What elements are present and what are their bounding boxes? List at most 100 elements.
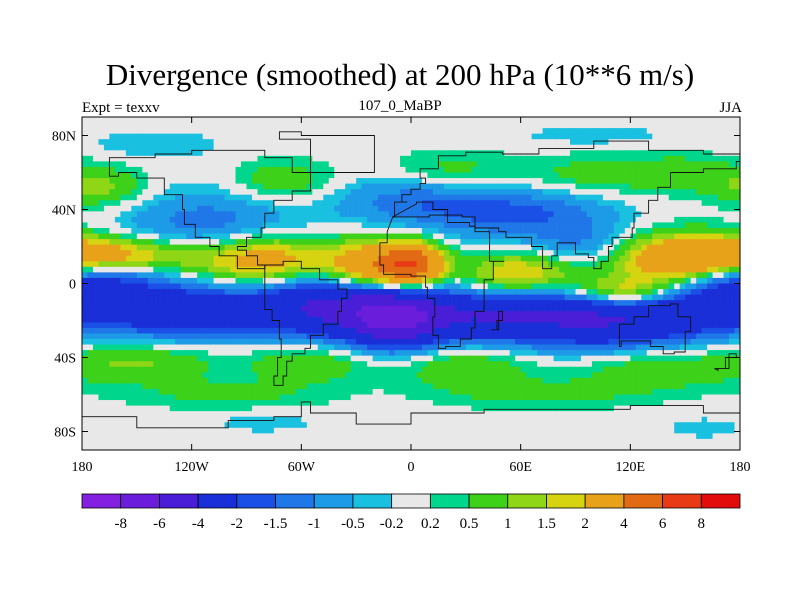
field-cell — [421, 272, 429, 279]
field-cell — [400, 155, 407, 162]
field-cell — [679, 128, 686, 135]
field-cell — [367, 122, 374, 129]
field-cell — [186, 183, 193, 190]
field-cell — [723, 228, 730, 235]
field-cell — [191, 266, 198, 273]
field-cell — [591, 150, 599, 157]
field-cell — [712, 327, 719, 335]
field-cell — [405, 289, 412, 296]
field-cell — [646, 161, 653, 168]
field-cell — [559, 150, 566, 157]
field-cell — [103, 255, 111, 262]
field-cell — [421, 233, 429, 240]
field-cell — [679, 266, 686, 273]
field-cell — [602, 255, 609, 262]
field-cell — [498, 194, 505, 201]
field-cell — [169, 150, 176, 157]
field-cell — [114, 144, 121, 151]
field-cell — [334, 117, 341, 124]
field-cell — [350, 294, 357, 301]
field-cell — [191, 289, 198, 296]
field-cell — [690, 322, 697, 329]
field-cell — [120, 239, 127, 246]
field-cell — [147, 150, 154, 157]
field-cell — [257, 261, 264, 268]
field-cell — [339, 194, 346, 201]
field-cell — [421, 327, 429, 335]
field-cell — [257, 289, 264, 296]
field-cell — [372, 250, 379, 257]
field-cell — [646, 150, 653, 157]
field-cell — [98, 305, 105, 312]
field-cell — [652, 316, 659, 323]
field-cell — [443, 222, 450, 229]
field-cell — [712, 261, 719, 268]
field-cell — [674, 339, 681, 346]
field-cell — [257, 222, 264, 229]
field-cell — [235, 333, 242, 340]
field-cell — [186, 266, 193, 273]
field-cell — [158, 211, 165, 218]
field-cell — [251, 189, 259, 196]
field-cell — [142, 327, 149, 335]
field-cell — [520, 150, 527, 157]
field-cell — [339, 133, 346, 140]
field-cell — [515, 144, 522, 151]
field-cell — [570, 228, 577, 235]
field-cell — [186, 305, 193, 312]
field-cell — [306, 250, 313, 257]
field-cell — [191, 322, 198, 329]
field-cell — [257, 239, 264, 246]
field-cell — [317, 289, 324, 296]
field-cell — [570, 272, 577, 279]
field-cell — [701, 289, 708, 296]
field-cell — [619, 133, 626, 140]
field-cell — [169, 322, 176, 329]
field-cell — [718, 294, 725, 301]
field-cell — [712, 222, 719, 229]
field-cell — [707, 283, 714, 290]
field-cell — [208, 322, 215, 329]
field-cell — [120, 189, 127, 196]
field-cell — [580, 272, 588, 279]
field-cell — [279, 327, 286, 335]
field-cell — [476, 133, 483, 140]
field-cell — [635, 300, 642, 307]
field-cell — [575, 305, 582, 312]
field-cell — [317, 161, 324, 168]
field-cell — [230, 211, 237, 218]
field-cell — [394, 339, 401, 346]
field-cell — [602, 222, 609, 229]
field-cell — [290, 289, 297, 296]
field-cell — [498, 228, 505, 235]
field-cell — [542, 194, 549, 201]
field-cell — [345, 211, 352, 218]
field-cell — [389, 277, 396, 285]
field-cell — [471, 261, 478, 268]
field-cell — [559, 183, 566, 190]
field-cell — [465, 266, 472, 273]
field-cell — [92, 305, 100, 312]
field-cell — [476, 172, 483, 179]
field-cell — [427, 200, 434, 207]
field-cell — [564, 316, 571, 323]
field-cell — [306, 339, 313, 346]
field-cell — [136, 327, 143, 335]
field-cell — [471, 250, 478, 257]
field-cell — [389, 128, 396, 135]
field-cell — [465, 228, 472, 235]
field-cell — [679, 139, 686, 146]
field-cell — [570, 222, 577, 229]
field-cell — [246, 272, 253, 279]
field-cell — [142, 228, 149, 235]
field-cell — [87, 255, 94, 262]
field-cell — [295, 139, 302, 146]
field-cell — [465, 250, 472, 257]
field-cell — [608, 172, 615, 179]
field-cell — [575, 327, 582, 335]
field-cell — [498, 266, 505, 273]
field-cell — [87, 128, 94, 135]
field-cell — [180, 189, 187, 196]
field-cell — [580, 183, 588, 190]
field-cell — [224, 155, 231, 162]
